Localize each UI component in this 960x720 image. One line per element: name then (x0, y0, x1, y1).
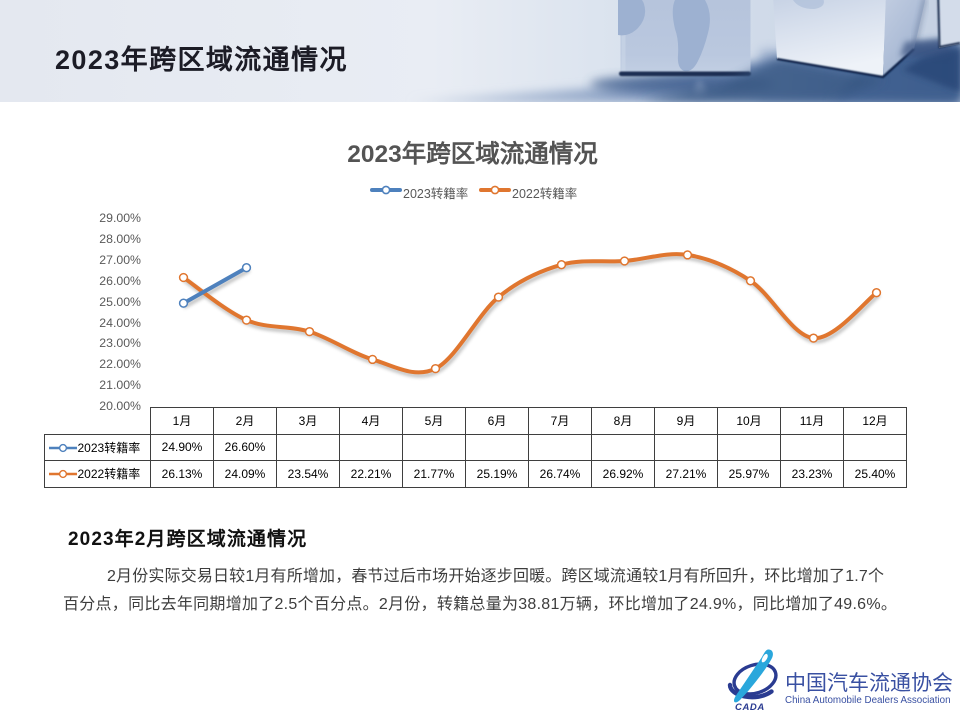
svg-text:中国汽车流通协会: 中国汽车流通协会 (785, 672, 953, 695)
svg-text:China Automobile Dealers Assoc: China Automobile Dealers Association (785, 695, 951, 706)
svg-text:CADA: CADA (735, 702, 765, 713)
